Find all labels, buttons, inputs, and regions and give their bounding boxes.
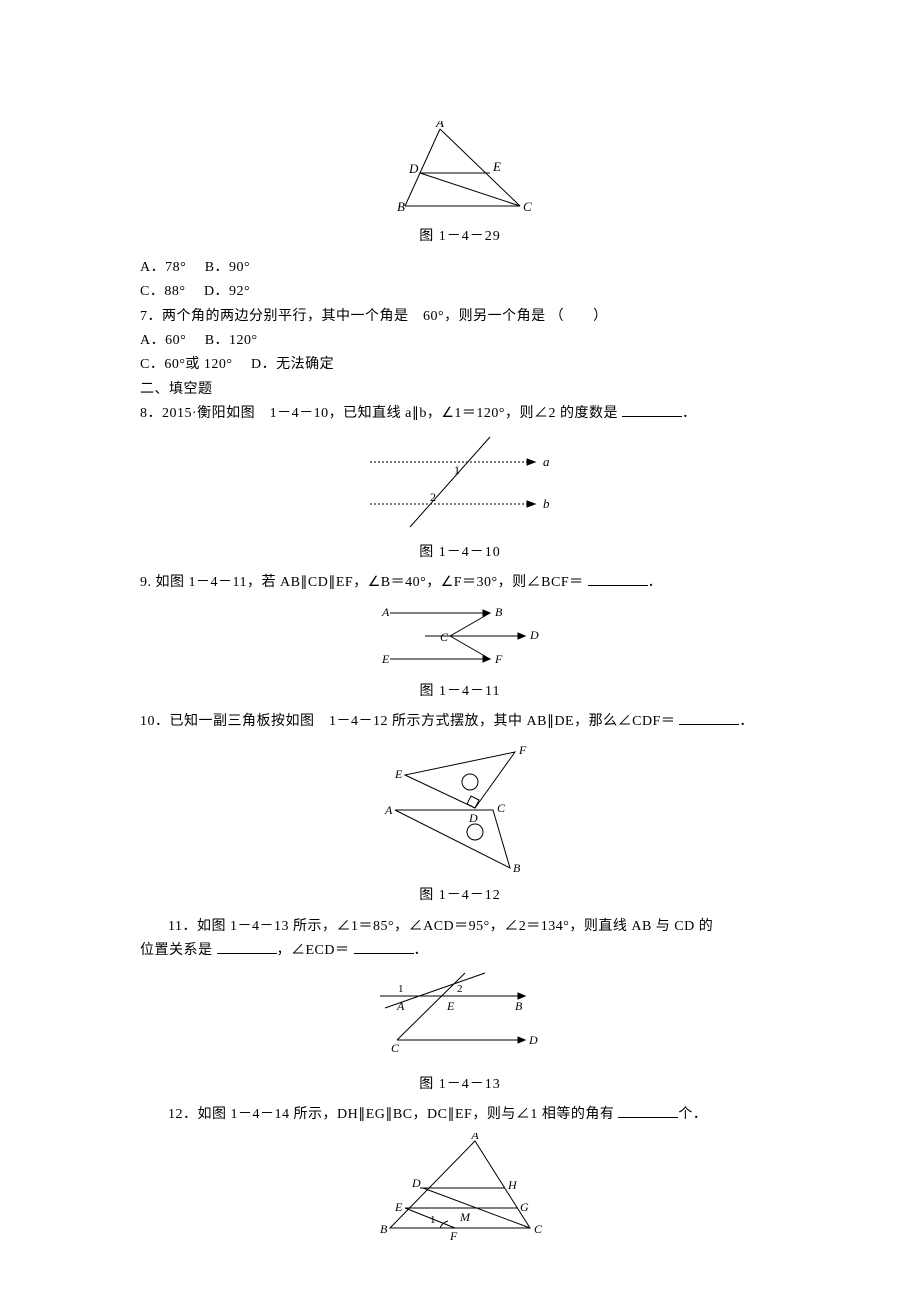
q11-line2-c: ． <box>414 943 429 958</box>
fig12-caption: 图 1－4－12 <box>140 885 780 907</box>
fig13-svg: 1 2 A E B C D <box>365 968 555 1063</box>
figure-1-4-10: a b 1 2 图 1－4－10 <box>140 432 780 565</box>
figure-1-4-14: A B C D H E G M F 1 <box>140 1133 780 1251</box>
q7-opt-A: A．60° <box>140 333 186 348</box>
fig14-label-A: A <box>470 1133 479 1142</box>
fig11-caption: 图 1－4－11 <box>140 681 780 703</box>
q11-line2: 位置关系是 ，∠ECD＝ ． <box>140 940 780 962</box>
q12-stem-post: 个． <box>678 1107 707 1122</box>
fig12-label-D: D <box>468 811 478 825</box>
fig29-caption: 图 1－4－29 <box>140 226 780 248</box>
fig29-label-C: C <box>523 199 532 214</box>
q8-stem-post: ． <box>682 406 697 421</box>
fig14-label-E: E <box>394 1200 403 1214</box>
fig13-label-2: 2 <box>457 983 463 995</box>
q10-stem-pre: 10．已知一副三角板按如图 1－4－12 所示方式摆放，其中 AB∥DE，那么∠… <box>140 714 679 729</box>
q7-opt-B: B．120° <box>205 333 258 348</box>
fig12-label-E: E <box>394 767 403 781</box>
fig14-label-H: H <box>507 1178 518 1192</box>
fig12-label-F: F <box>518 743 527 757</box>
fig11-label-A: A <box>381 605 390 619</box>
fig10-label-1: 1 <box>454 463 460 477</box>
q6-line-AB: A．78° B．90° <box>140 257 780 279</box>
fig14-label-C: C <box>534 1222 543 1236</box>
fig10-label-a: a <box>543 454 550 469</box>
fig11-label-B: B <box>495 605 503 619</box>
figure-1-4-29: A B C D E 图 1－4－29 <box>140 121 780 249</box>
figure-1-4-12: E F D C A B 图 1－4－12 <box>140 740 780 908</box>
q10-blank <box>679 712 739 726</box>
fig13-label-E: E <box>446 999 455 1013</box>
fig10-caption: 图 1－4－10 <box>140 542 780 564</box>
q8-stem: 8．2015·衡阳如图 1－4－10，已知直线 a∥b，∠1＝120°，则∠2 … <box>140 403 780 425</box>
figure-1-4-11: A B C D E F 图 1－4－11 <box>140 601 780 704</box>
fig12-label-B: B <box>513 861 521 875</box>
q7-line-CD: C．60°或 120° D．无法确定 <box>140 354 780 376</box>
q11-blank-1 <box>217 940 277 954</box>
fig14-svg: A B C D H E G M F 1 <box>370 1133 550 1243</box>
fig14-label-D: D <box>411 1176 421 1190</box>
fig29-label-B: B <box>397 199 405 214</box>
fig13-label-D: D <box>528 1033 538 1047</box>
fig13-label-1: 1 <box>398 983 404 995</box>
fig14-label-G: G <box>520 1200 529 1214</box>
fig14-label-B: B <box>380 1222 388 1236</box>
q11-line1: 11．如图 1－4－13 所示，∠1＝85°，∠ACD＝95°，∠2＝134°，… <box>140 916 780 938</box>
fig29-svg: A B C D E <box>385 121 535 216</box>
q6-opt-B: B．90° <box>205 260 250 275</box>
fig10-label-2: 2 <box>430 490 436 504</box>
q7-stem: 7．两个角的两边分别平行，其中一个角是 60°，则另一个角是 （ ） <box>140 306 780 328</box>
q9-blank <box>588 573 648 587</box>
q12-stem-pre: 12．如图 1－4－14 所示，DH∥EG∥BC，DC∥EF，则与∠1 相等的角… <box>168 1107 618 1122</box>
fig10-label-b: b <box>543 496 550 511</box>
fig11-label-C: C <box>440 630 449 644</box>
q6-opt-A: A．78° <box>140 260 186 275</box>
q11-line2-a: 位置关系是 <box>140 943 217 958</box>
q6-opt-C: C．88° <box>140 284 185 299</box>
q6-opt-D: D．92° <box>204 284 250 299</box>
q12-stem: 12．如图 1－4－14 所示，DH∥EG∥BC，DC∥EF，则与∠1 相等的角… <box>140 1104 780 1126</box>
fig13-caption: 图 1－4－13 <box>140 1074 780 1096</box>
fig13-label-B: B <box>515 999 523 1013</box>
fig14-label-1: 1 <box>430 1214 436 1226</box>
fig29-label-D: D <box>408 161 419 176</box>
fig29-label-A: A <box>435 121 444 130</box>
fig13-label-C: C <box>391 1041 400 1055</box>
fig14-label-M: M <box>459 1210 471 1224</box>
q9-stem-post: ． <box>648 575 663 590</box>
fig13-label-A: A <box>396 999 405 1013</box>
q8-blank <box>622 404 682 418</box>
q9-stem-pre: 9. 如图 1－4－11，若 AB∥CD∥EF，∠B＝40°，∠F＝30°，则∠… <box>140 575 588 590</box>
fig12-label-A: A <box>384 803 393 817</box>
q6-line-CD: C．88° D．92° <box>140 281 780 303</box>
fig11-svg: A B C D E F <box>370 601 550 671</box>
q7-opt-C: C．60°或 120° <box>140 357 233 372</box>
fig11-label-E: E <box>381 652 390 666</box>
q7-opt-D: D．无法确定 <box>251 357 334 372</box>
q12-blank <box>618 1105 678 1119</box>
fig10-svg: a b 1 2 <box>355 432 565 532</box>
figure-1-4-13: 1 2 A E B C D 图 1－4－13 <box>140 968 780 1096</box>
q8-stem-pre: 8．2015·衡阳如图 1－4－10，已知直线 a∥b，∠1＝120°，则∠2 … <box>140 406 622 421</box>
q7-line-AB: A．60° B．120° <box>140 330 780 352</box>
section-2-heading: 二、填空题 <box>140 379 780 401</box>
q10-stem-post: ． <box>739 714 754 729</box>
fig12-label-C: C <box>497 801 506 815</box>
fig14-label-F: F <box>449 1229 458 1243</box>
fig11-label-F: F <box>494 652 503 666</box>
page: A B C D E 图 1－4－29 A．78° B．90° C．88° D．9… <box>0 0 920 1303</box>
fig29-label-E: E <box>492 159 501 174</box>
fig11-label-D: D <box>529 628 539 642</box>
q9-stem: 9. 如图 1－4－11，若 AB∥CD∥EF，∠B＝40°，∠F＝30°，则∠… <box>140 572 780 594</box>
q11-line2-b: ，∠ECD＝ <box>277 943 354 958</box>
q10-stem: 10．已知一副三角板按如图 1－4－12 所示方式摆放，其中 AB∥DE，那么∠… <box>140 711 780 733</box>
fig12-svg: E F D C A B <box>375 740 545 875</box>
q11-blank-2 <box>354 940 414 954</box>
